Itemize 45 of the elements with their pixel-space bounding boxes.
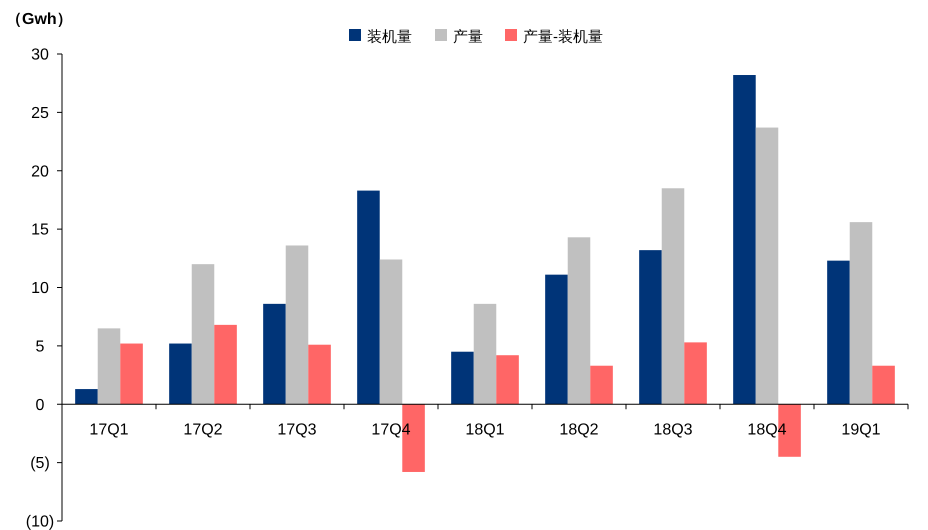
bar [308, 344, 331, 404]
bar [263, 304, 286, 404]
bar [98, 328, 120, 404]
legend-label: 产量-装机量 [523, 28, 603, 46]
bar [451, 352, 474, 404]
y-tick-label: 30 [31, 46, 49, 64]
y-tick-label: 5 [36, 338, 45, 356]
bar [120, 344, 143, 404]
y-tick-label: 15 [31, 222, 49, 239]
bar [872, 366, 895, 404]
x-tick-label: 17Q1 [89, 421, 129, 438]
x-tick-label: 17Q3 [277, 421, 317, 438]
bar [827, 260, 850, 404]
x-tick-label: 18Q3 [653, 421, 693, 438]
y-tick-label: 25 [31, 104, 49, 122]
bar [357, 190, 380, 404]
bar [639, 250, 662, 404]
bar [590, 366, 613, 404]
bar [662, 188, 684, 404]
bar [380, 259, 402, 404]
bar [192, 264, 214, 404]
x-tick-label: 18Q2 [559, 421, 599, 438]
bar [496, 355, 519, 404]
bar [545, 274, 568, 404]
x-tick-label: 19Q1 [841, 421, 881, 438]
bar [733, 75, 756, 404]
bar [286, 245, 308, 404]
bar [169, 344, 192, 404]
bar [756, 128, 778, 404]
bar [474, 304, 496, 404]
bar [850, 222, 872, 404]
bar [75, 389, 98, 404]
bar [214, 324, 237, 404]
y-axis-title: （Gwh） [6, 11, 73, 28]
bar [684, 342, 707, 404]
legend-label: 装机量 [367, 28, 412, 46]
x-tick-label: 18Q1 [465, 421, 505, 438]
y-tick-label: 20 [31, 163, 49, 180]
y-tick-label: (10) [26, 514, 54, 530]
x-tick-label: 17Q2 [183, 421, 223, 438]
y-tick-label: 0 [36, 396, 45, 414]
y-tick-label: 10 [31, 280, 49, 298]
y-tick-label: (5) [30, 455, 50, 472]
legend-label: 产量 [453, 28, 483, 46]
bar [568, 237, 590, 404]
